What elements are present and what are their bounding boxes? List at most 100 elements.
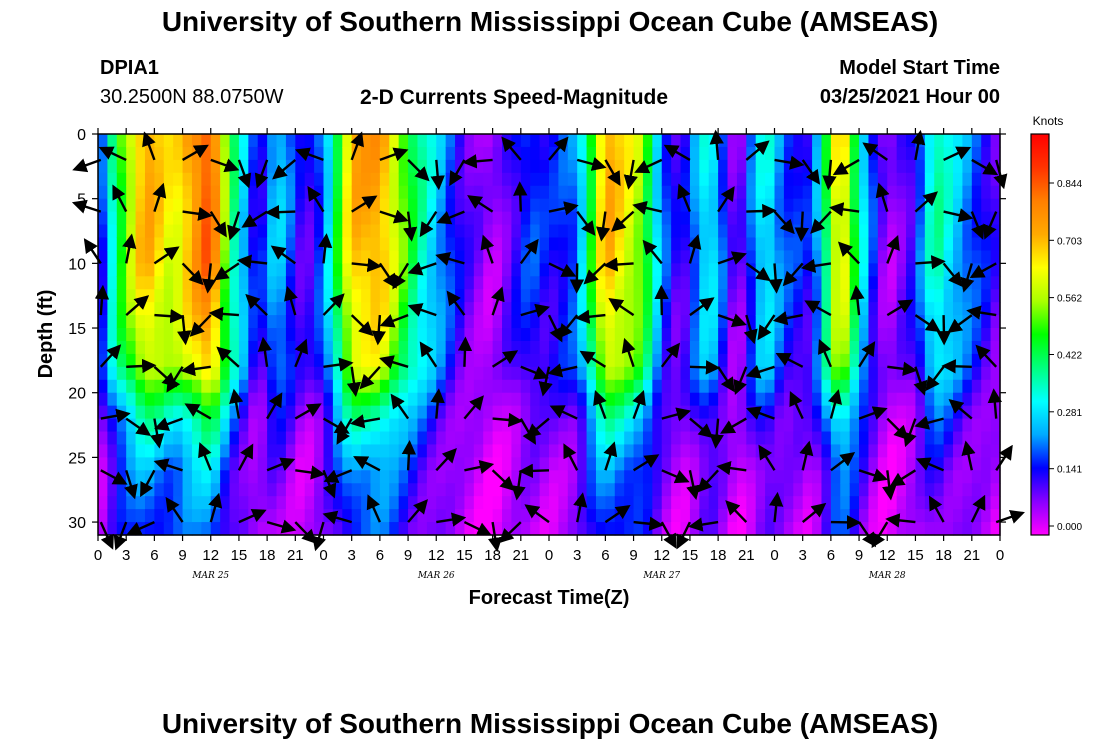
current-vector-arrow: [871, 521, 889, 549]
heatmap-cell: [708, 483, 719, 497]
heatmap-cell: [191, 392, 202, 407]
x-tick-label: 0: [319, 547, 327, 564]
heatmap-cell: [520, 198, 531, 213]
heatmap-cell: [370, 483, 381, 497]
heatmap-cell: [445, 159, 456, 174]
heatmap-cell: [229, 483, 240, 497]
heatmap-cell: [830, 172, 841, 187]
current-vectors: [71, 129, 1025, 553]
heatmap-cell: [624, 263, 635, 277]
heatmap-cell: [511, 379, 522, 394]
heatmap-cell: [812, 276, 823, 290]
heatmap-cell: [642, 470, 653, 484]
current-vector-arrow: [270, 245, 297, 265]
heatmap-cell: [304, 457, 315, 471]
heatmap-cell: [267, 379, 278, 394]
heatmap-cell: [323, 496, 334, 510]
heatmap-cell: [549, 340, 559, 355]
heatmap-cell: [577, 237, 588, 252]
heatmap-cell: [473, 496, 484, 510]
heatmap-cell: [605, 185, 616, 200]
heatmap-cell: [783, 237, 794, 252]
heatmap-cell: [586, 496, 597, 510]
heatmap-cell: [915, 340, 926, 355]
heatmap-cell: [436, 315, 447, 329]
current-vector-arrow: [970, 494, 986, 523]
heatmap-cell: [934, 483, 945, 497]
heatmap-cell: [539, 353, 550, 368]
heatmap-cell: [154, 470, 165, 484]
heatmap-cell: [652, 172, 663, 187]
heatmap-cell: [342, 496, 353, 510]
heatmap-cell: [971, 405, 982, 420]
heatmap-cell: [595, 237, 606, 252]
current-vector-arrow: [716, 460, 747, 476]
heatmap-cell: [671, 379, 682, 394]
x-tick-label: 21: [738, 547, 755, 564]
current-vector-arrow: [407, 159, 430, 182]
heatmap-cell: [361, 172, 372, 187]
heatmap-cell: [652, 496, 663, 510]
heatmap-cell: [633, 496, 644, 510]
heatmap-cell: [426, 315, 437, 329]
heatmap-cell: [408, 522, 419, 536]
heatmap-cell: [154, 146, 165, 161]
heatmap-cell: [877, 444, 888, 458]
heatmap-cell: [455, 509, 466, 523]
heatmap-cell: [642, 315, 653, 329]
heatmap-cell: [445, 483, 456, 497]
heatmap-cell: [191, 470, 202, 484]
heatmap-cell: [191, 496, 202, 510]
heatmap-cell: [191, 340, 202, 355]
heatmap-cell: [633, 237, 644, 252]
heatmap-cell: [220, 250, 231, 264]
heatmap-cell: [314, 146, 325, 161]
heatmap-cell: [868, 198, 879, 213]
heatmap-cell: [859, 431, 870, 446]
heatmap-cell: [492, 418, 503, 433]
heatmap-cell: [953, 185, 964, 200]
current-vector-arrow: [254, 159, 269, 189]
current-vector-arrow: [983, 211, 998, 240]
heatmap-cell: [464, 366, 475, 381]
heatmap-cell: [802, 379, 813, 394]
heatmap-cell: [595, 405, 606, 420]
heatmap-cell: [126, 366, 137, 381]
heatmap-cell: [379, 522, 390, 536]
heatmap-cell: [257, 146, 268, 161]
current-vector-arrow: [886, 299, 914, 317]
heatmap-cell: [793, 405, 804, 420]
current-vector-arrow: [463, 521, 492, 536]
heatmap-cell: [154, 172, 165, 187]
current-vector-arrow: [449, 159, 466, 187]
heatmap-cell: [727, 340, 738, 355]
heatmap-cell: [210, 509, 221, 523]
heatmap-cell: [116, 509, 127, 523]
heatmap-cell: [144, 340, 155, 355]
heatmap-cell: [370, 302, 381, 316]
heatmap-cell: [135, 353, 146, 368]
heatmap-cell: [924, 483, 935, 497]
heatmap-cell: [210, 483, 221, 497]
heatmap-cell: [661, 159, 672, 174]
heatmap-cell: [295, 276, 306, 290]
heatmap-cell: [361, 496, 372, 510]
heatmap-cell: [549, 159, 559, 174]
heatmap-cell: [718, 159, 729, 174]
heatmap-cell: [953, 522, 964, 536]
heatmap-cell: [342, 146, 353, 161]
heatmap-cell: [934, 159, 945, 174]
heatmap-cell: [859, 418, 870, 433]
heatmap-cell: [812, 366, 823, 381]
heatmap-cell: [539, 340, 550, 355]
heatmap-cell: [126, 289, 137, 303]
heatmap-cell: [953, 328, 964, 342]
heatmap-cell: [765, 146, 776, 161]
date-label: MAR 26: [417, 571, 455, 581]
heatmap-cell: [511, 172, 522, 187]
heatmap-cell: [549, 224, 559, 239]
heatmap-cell: [896, 211, 907, 226]
heatmap-cell: [633, 366, 644, 381]
heatmap-cell: [445, 302, 456, 316]
heatmap-cell: [595, 172, 606, 187]
